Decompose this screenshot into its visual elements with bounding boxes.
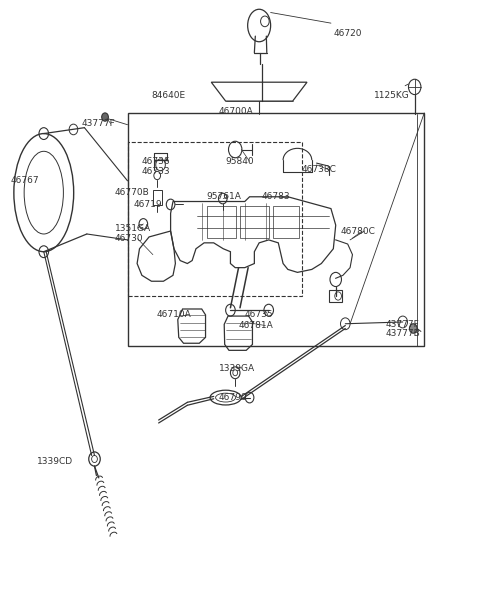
Bar [328,290,342,302]
Text: 46783: 46783 [262,192,290,201]
Text: 1125KG: 1125KG [374,91,410,99]
Text: 46720: 46720 [333,29,362,38]
Text: 46710A: 46710A [156,310,191,320]
Text: 46730: 46730 [115,234,143,243]
Text: 46733: 46733 [142,168,170,176]
Text: 46781A: 46781A [239,321,273,330]
Circle shape [409,324,417,333]
Text: 46738C: 46738C [301,165,336,174]
Bar [128,113,424,346]
Text: 1339CD: 1339CD [36,457,72,466]
Text: 95761A: 95761A [206,192,241,201]
Bar [153,190,161,205]
Bar [240,205,269,238]
Bar [207,205,236,238]
Text: 46780C: 46780C [340,227,375,236]
Text: 1351GA: 1351GA [115,224,151,233]
Bar [273,205,299,238]
Text: 43777F: 43777F [386,320,420,329]
Text: 84640E: 84640E [152,91,186,99]
Text: 46790: 46790 [218,393,247,402]
Text: 46735: 46735 [245,310,274,320]
Text: 46767: 46767 [10,176,39,185]
Text: 46700A: 46700A [218,107,253,116]
Text: 95840: 95840 [226,157,254,166]
Text: 43777B: 43777B [386,329,421,338]
Text: 46770B: 46770B [115,188,149,197]
Text: 46719: 46719 [134,200,162,209]
Bar [128,143,302,296]
Circle shape [102,113,108,121]
Text: 43777F: 43777F [82,119,116,128]
Text: 46736: 46736 [142,157,170,166]
Text: 1339GA: 1339GA [218,363,254,372]
